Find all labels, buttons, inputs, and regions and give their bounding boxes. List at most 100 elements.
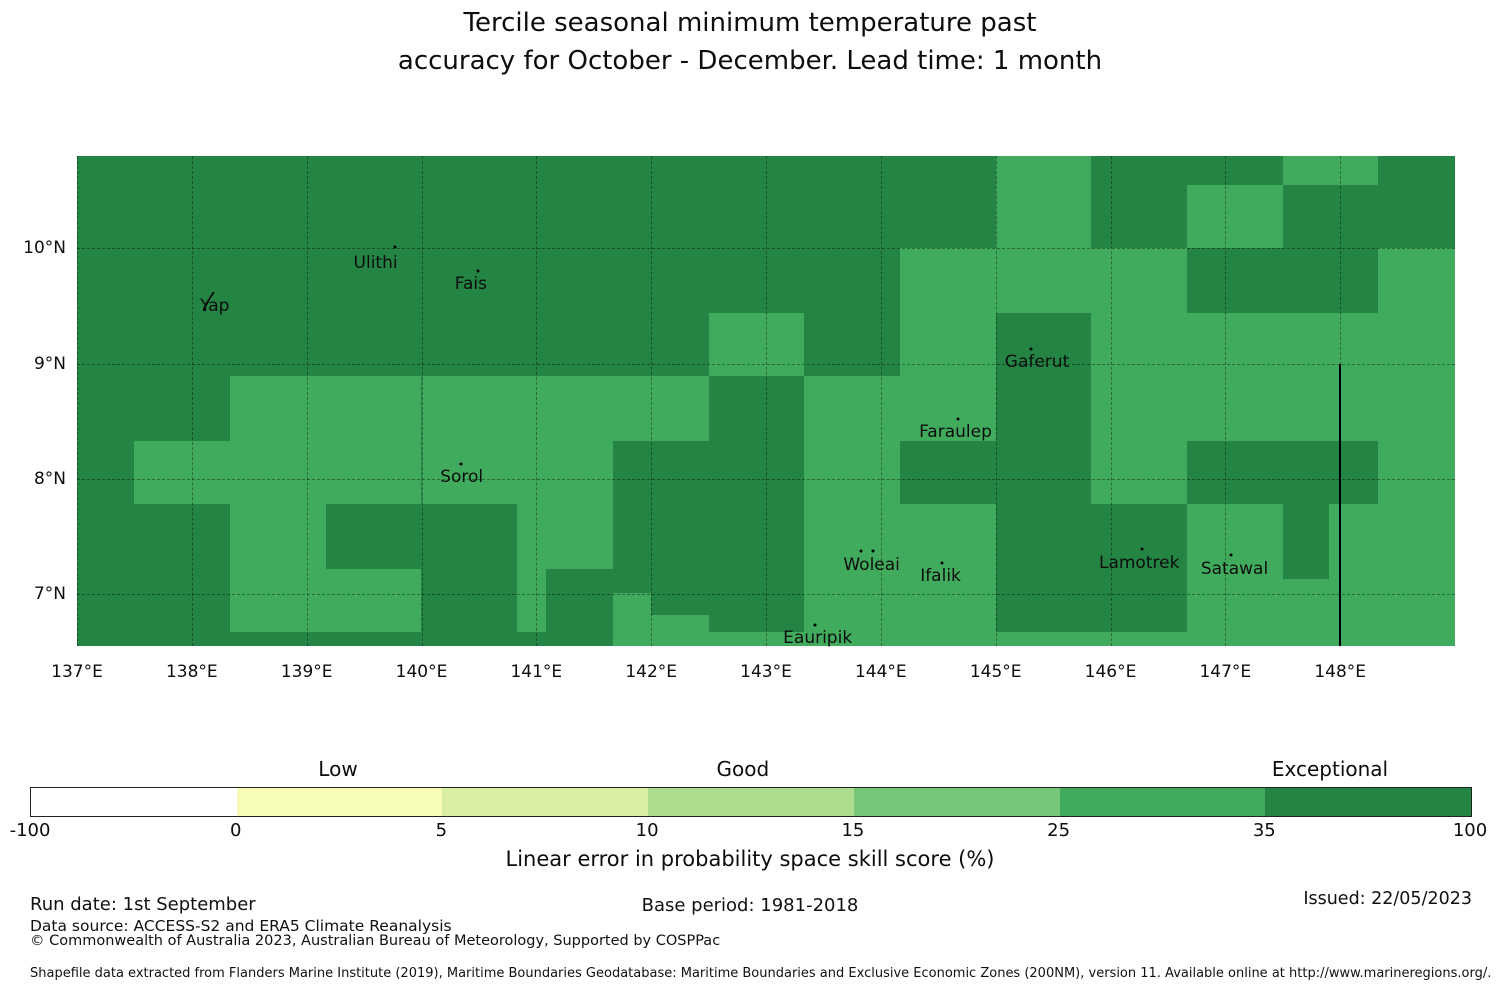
map-cell-override <box>651 568 709 615</box>
map-cell <box>1378 312 1455 377</box>
x-tick-label: 141°E <box>510 662 563 682</box>
island-label-satawal: Satawal <box>1200 558 1269 579</box>
map-cell <box>421 440 517 505</box>
longitude-gridline <box>421 156 423 646</box>
map-cell-override <box>613 568 652 593</box>
island-marker-fais <box>476 269 480 273</box>
x-tick-label: 140°E <box>395 662 448 682</box>
x-tick-label: 142°E <box>625 662 678 682</box>
colorbar-tick-label: 0 <box>229 820 242 841</box>
y-tick-label: 10°N <box>23 238 66 259</box>
x-tick-label: 148°E <box>1314 662 1367 682</box>
map-cell <box>1090 376 1188 441</box>
map-cell <box>1187 184 1283 249</box>
map-cell <box>995 156 1091 185</box>
map-cell <box>995 184 1091 249</box>
map-cell <box>516 504 614 569</box>
longitude-gridline <box>651 156 653 646</box>
colorbar-axis-label: Linear error in probability space skill … <box>505 847 995 871</box>
longitude-gridline <box>1110 156 1112 646</box>
footer-issued: Issued: 22/05/2023 <box>1303 889 1472 909</box>
map-cell <box>1378 440 1455 505</box>
map-cell <box>326 568 422 633</box>
x-tick-label: 144°E <box>854 662 907 682</box>
map-cell <box>1378 504 1455 569</box>
map-cell <box>803 632 901 646</box>
island-label-yap: Yap <box>200 295 230 316</box>
x-tick-label: 145°E <box>969 662 1022 682</box>
longitude-gridline <box>995 156 997 646</box>
map-cell <box>229 504 327 569</box>
map-cell <box>1090 248 1188 313</box>
colorbar-segment <box>31 788 237 816</box>
island-label-lamotrek: Lamotrek <box>1098 552 1180 573</box>
island-marker-woleai <box>859 549 863 553</box>
island-marker-ulithi <box>393 245 397 249</box>
longitude-gridline <box>880 156 882 646</box>
colorbar-tick-label: -100 <box>9 820 51 841</box>
map-cell <box>995 248 1091 313</box>
colorbar-tick-label: 100 <box>1452 820 1488 841</box>
island-marker-woleai <box>871 549 875 553</box>
colorbar-segment <box>1059 788 1266 816</box>
island-marker-eauripik <box>813 623 817 627</box>
colorbar-category-label: Low <box>318 757 358 781</box>
longitude-gridline <box>1225 156 1227 646</box>
colorbar-category-label: Good <box>716 757 770 781</box>
colorbar-tick-label: 25 <box>1047 820 1071 841</box>
colorbar-segment <box>236 788 443 816</box>
x-tick-label: 147°E <box>1199 662 1252 682</box>
longitude-gridline <box>77 156 78 646</box>
longitude-gridline <box>191 156 193 646</box>
map-canvas: Yap Ulithi Fais Sorol Gaferut Faraulep Woleai I… <box>77 156 1455 648</box>
map-cell <box>708 312 804 377</box>
map-cell <box>995 632 1091 646</box>
map-cell <box>1090 440 1188 505</box>
map-cell <box>803 568 901 633</box>
colorbar-segment <box>1265 788 1472 816</box>
map-cell <box>803 504 901 569</box>
colorbar-tick-label: 15 <box>841 820 865 841</box>
map-cell <box>229 568 327 633</box>
y-tick-label: 7°N <box>33 584 66 605</box>
island-label-fais: Fais <box>454 273 487 294</box>
map-cell <box>229 376 327 441</box>
footer-copyright: © Commonwealth of Australia 2023, Austra… <box>30 933 721 949</box>
map-cell <box>1090 312 1188 377</box>
island-marker-gaferut <box>1029 347 1033 351</box>
map-cell <box>900 504 996 569</box>
colorbar-category-label: Exceptional <box>1271 757 1389 781</box>
colorbar-tick-label: 35 <box>1252 820 1276 841</box>
island-shape-yap <box>203 291 215 312</box>
colorbar-segment <box>853 788 1060 816</box>
latitude-gridline <box>77 363 1455 365</box>
island-marker-lamotrek <box>1140 547 1143 551</box>
map-cell-override <box>1282 504 1329 580</box>
map-cell <box>900 312 996 377</box>
island-label-woleai: Woleai <box>843 555 900 576</box>
map-cell <box>1187 632 1283 646</box>
island-label-ulithi: Ulithi <box>353 253 398 274</box>
map-cell <box>326 440 422 505</box>
map-cell <box>516 440 614 505</box>
colorbar-tick-label: 5 <box>435 820 448 841</box>
map-cell <box>1378 248 1455 313</box>
map-cell <box>1282 632 1379 646</box>
map-cell <box>134 440 230 505</box>
longitude-gridline <box>536 156 538 646</box>
colorbar <box>30 787 1472 817</box>
colorbar-tick-label: 10 <box>635 820 659 841</box>
latitude-gridline <box>77 478 1455 480</box>
footer-data-source: Data source: ACCESS-S2 and ERA5 Climate … <box>30 917 452 935</box>
map-cell <box>900 376 996 441</box>
island-marker-ifalik <box>940 561 944 565</box>
map-cell <box>803 376 901 441</box>
eez-boundary-line <box>1339 363 1342 646</box>
chart-title-line2: accuracy for October - December. Lead ti… <box>397 46 1103 76</box>
map-cell <box>1187 376 1283 441</box>
y-tick-label: 8°N <box>33 468 66 489</box>
island-marker-sorol <box>459 462 463 466</box>
y-tick-label: 9°N <box>33 353 66 374</box>
map-cell <box>1378 376 1455 441</box>
